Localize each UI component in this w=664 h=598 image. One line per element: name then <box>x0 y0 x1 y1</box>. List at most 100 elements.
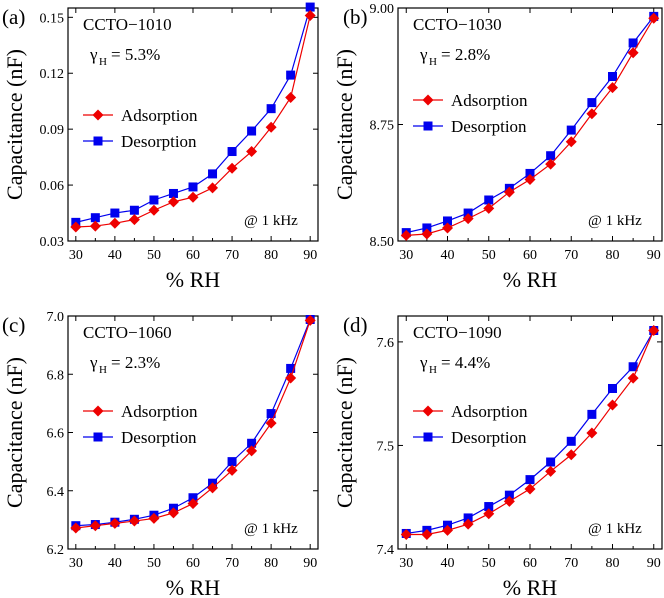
data-point-desorption <box>110 208 120 218</box>
data-point-adsorption <box>89 520 101 532</box>
gamma-subscript: H <box>429 56 437 68</box>
data-point-desorption <box>188 493 198 503</box>
data-point-desorption <box>266 409 276 419</box>
legend-entry-adsorption: Adsorption <box>413 91 528 110</box>
data-point-desorption <box>188 182 198 192</box>
data-point-desorption <box>286 363 296 373</box>
y-tick-label: 9.00 <box>370 2 395 17</box>
x-tick-label: 50 <box>147 556 161 571</box>
data-point-desorption <box>566 125 576 135</box>
plot-frame <box>397 315 663 550</box>
data-point-adsorption <box>109 517 121 529</box>
data-point-adsorption <box>304 314 316 326</box>
x-tick-label: 70 <box>564 248 578 263</box>
legend-label: Adsorption <box>451 402 528 421</box>
frequency-note: @ 1 kHz <box>244 521 298 537</box>
x-axis-title: % RH <box>166 575 221 598</box>
x-axis-title: % RH <box>503 575 558 598</box>
data-point-adsorption <box>627 372 639 384</box>
data-point-adsorption <box>503 186 515 198</box>
chart-panel-1: 30 40 50 60 70 80 90 0.03 0.06 0.09 0.12 0.15 % RH Ca… <box>2 2 319 292</box>
y-tick-label: 0.15 <box>40 11 65 26</box>
y-tick-label: 7.5 <box>377 439 395 454</box>
gamma-symbol: γ <box>419 353 428 372</box>
gamma-symbol: γ <box>89 45 98 64</box>
x-tick-label: 90 <box>303 248 317 263</box>
data-point-desorption <box>587 98 597 108</box>
data-point-desorption <box>628 38 638 48</box>
legend-label: Desorption <box>121 428 197 447</box>
data-point-adsorption <box>285 91 297 103</box>
chart-panel-4: 30 40 50 60 70 80 90 7.4 7.5 7.6 % RH Capacitance (… <box>332 313 663 598</box>
x-tick-label: 40 <box>108 556 122 571</box>
x-tick-label: 30 <box>399 248 413 263</box>
y-tick-label: 6.4 <box>47 485 65 500</box>
y-tick-label: 7.4 <box>377 543 395 558</box>
panel-label: (c) <box>2 313 25 337</box>
data-point-adsorption <box>607 399 618 411</box>
sample-name: CCTO−1010 <box>83 15 172 34</box>
data-point-desorption <box>305 2 315 12</box>
legend-entry-desorption: Desorption <box>413 428 527 447</box>
legend-marker-diamond <box>422 405 434 417</box>
gamma-symbol: γ <box>89 353 98 372</box>
data-point-desorption <box>247 126 257 136</box>
data-point-desorption <box>247 438 257 448</box>
data-point-adsorption <box>246 146 258 158</box>
data-point-desorption <box>463 513 473 523</box>
data-point-adsorption <box>70 522 82 534</box>
gamma-symbol: γ <box>419 45 428 64</box>
legend-entry-adsorption: Adsorption <box>83 106 198 125</box>
data-point-desorption <box>129 205 139 215</box>
data-point-adsorption <box>207 182 219 194</box>
y-tick-label: 7.0 <box>47 310 65 325</box>
x-tick-label: 30 <box>69 248 83 263</box>
legend-label: Adsorption <box>121 402 198 421</box>
data-point-adsorption <box>148 204 160 216</box>
data-point-desorption <box>484 502 494 512</box>
y-axis-title: Capacitance (nF) <box>2 357 27 508</box>
data-point-desorption <box>286 70 296 80</box>
data-point-adsorption <box>187 498 199 510</box>
data-point-desorption <box>566 436 576 446</box>
data-point-desorption <box>168 188 178 198</box>
data-point-desorption <box>227 147 237 157</box>
y-tick-label: 0.06 <box>40 179 65 194</box>
x-tick-label: 60 <box>523 556 537 571</box>
gamma-subscript: H <box>429 364 437 376</box>
data-point-adsorption <box>586 108 598 120</box>
data-point-adsorption <box>187 191 199 203</box>
data-point-adsorption <box>565 449 577 461</box>
data-point-desorption <box>463 208 473 218</box>
data-point-adsorption <box>524 173 536 185</box>
x-tick-label: 60 <box>523 248 537 263</box>
x-axis-title: % RH <box>166 267 221 292</box>
data-point-desorption <box>525 475 535 485</box>
sample-name: CCTO−1030 <box>413 15 502 34</box>
y-tick-label: 7.6 <box>377 336 395 351</box>
y-axis-title: Capacitance (nF) <box>332 357 357 508</box>
data-point-desorption <box>504 490 514 500</box>
y-tick-label: 6.2 <box>47 543 65 558</box>
data-point-adsorption <box>483 202 495 214</box>
frequency-note: @ 1 kHz <box>588 213 642 229</box>
data-point-desorption <box>628 362 638 372</box>
y-axis-title: Capacitance (nF) <box>2 49 27 200</box>
y-tick-label: 0.03 <box>40 235 65 250</box>
data-point-adsorption <box>648 12 660 24</box>
chart-panel-2: 30 40 50 60 70 80 90 8.50 8.75 9.00 % RH Capacitanc… <box>332 2 663 292</box>
data-point-adsorption <box>265 121 277 133</box>
x-tick-label: 50 <box>147 248 161 263</box>
data-point-adsorption <box>167 196 179 208</box>
data-point-adsorption <box>304 9 316 21</box>
legend-marker-diamond <box>92 405 104 417</box>
chart-panel-3: 30 40 50 60 70 80 90 6.2 6.4 6.6 6.8 7.0 % RH Capacit… <box>2 310 319 598</box>
x-tick-label: 90 <box>303 556 317 571</box>
data-point-desorption <box>149 195 159 205</box>
legend-marker-diamond <box>422 94 434 106</box>
x-tick-label: 70 <box>225 556 239 571</box>
legend-entry-adsorption: Adsorption <box>83 402 198 421</box>
data-point-adsorption <box>226 464 238 476</box>
data-point-desorption <box>608 72 617 82</box>
data-point-desorption <box>525 168 535 178</box>
